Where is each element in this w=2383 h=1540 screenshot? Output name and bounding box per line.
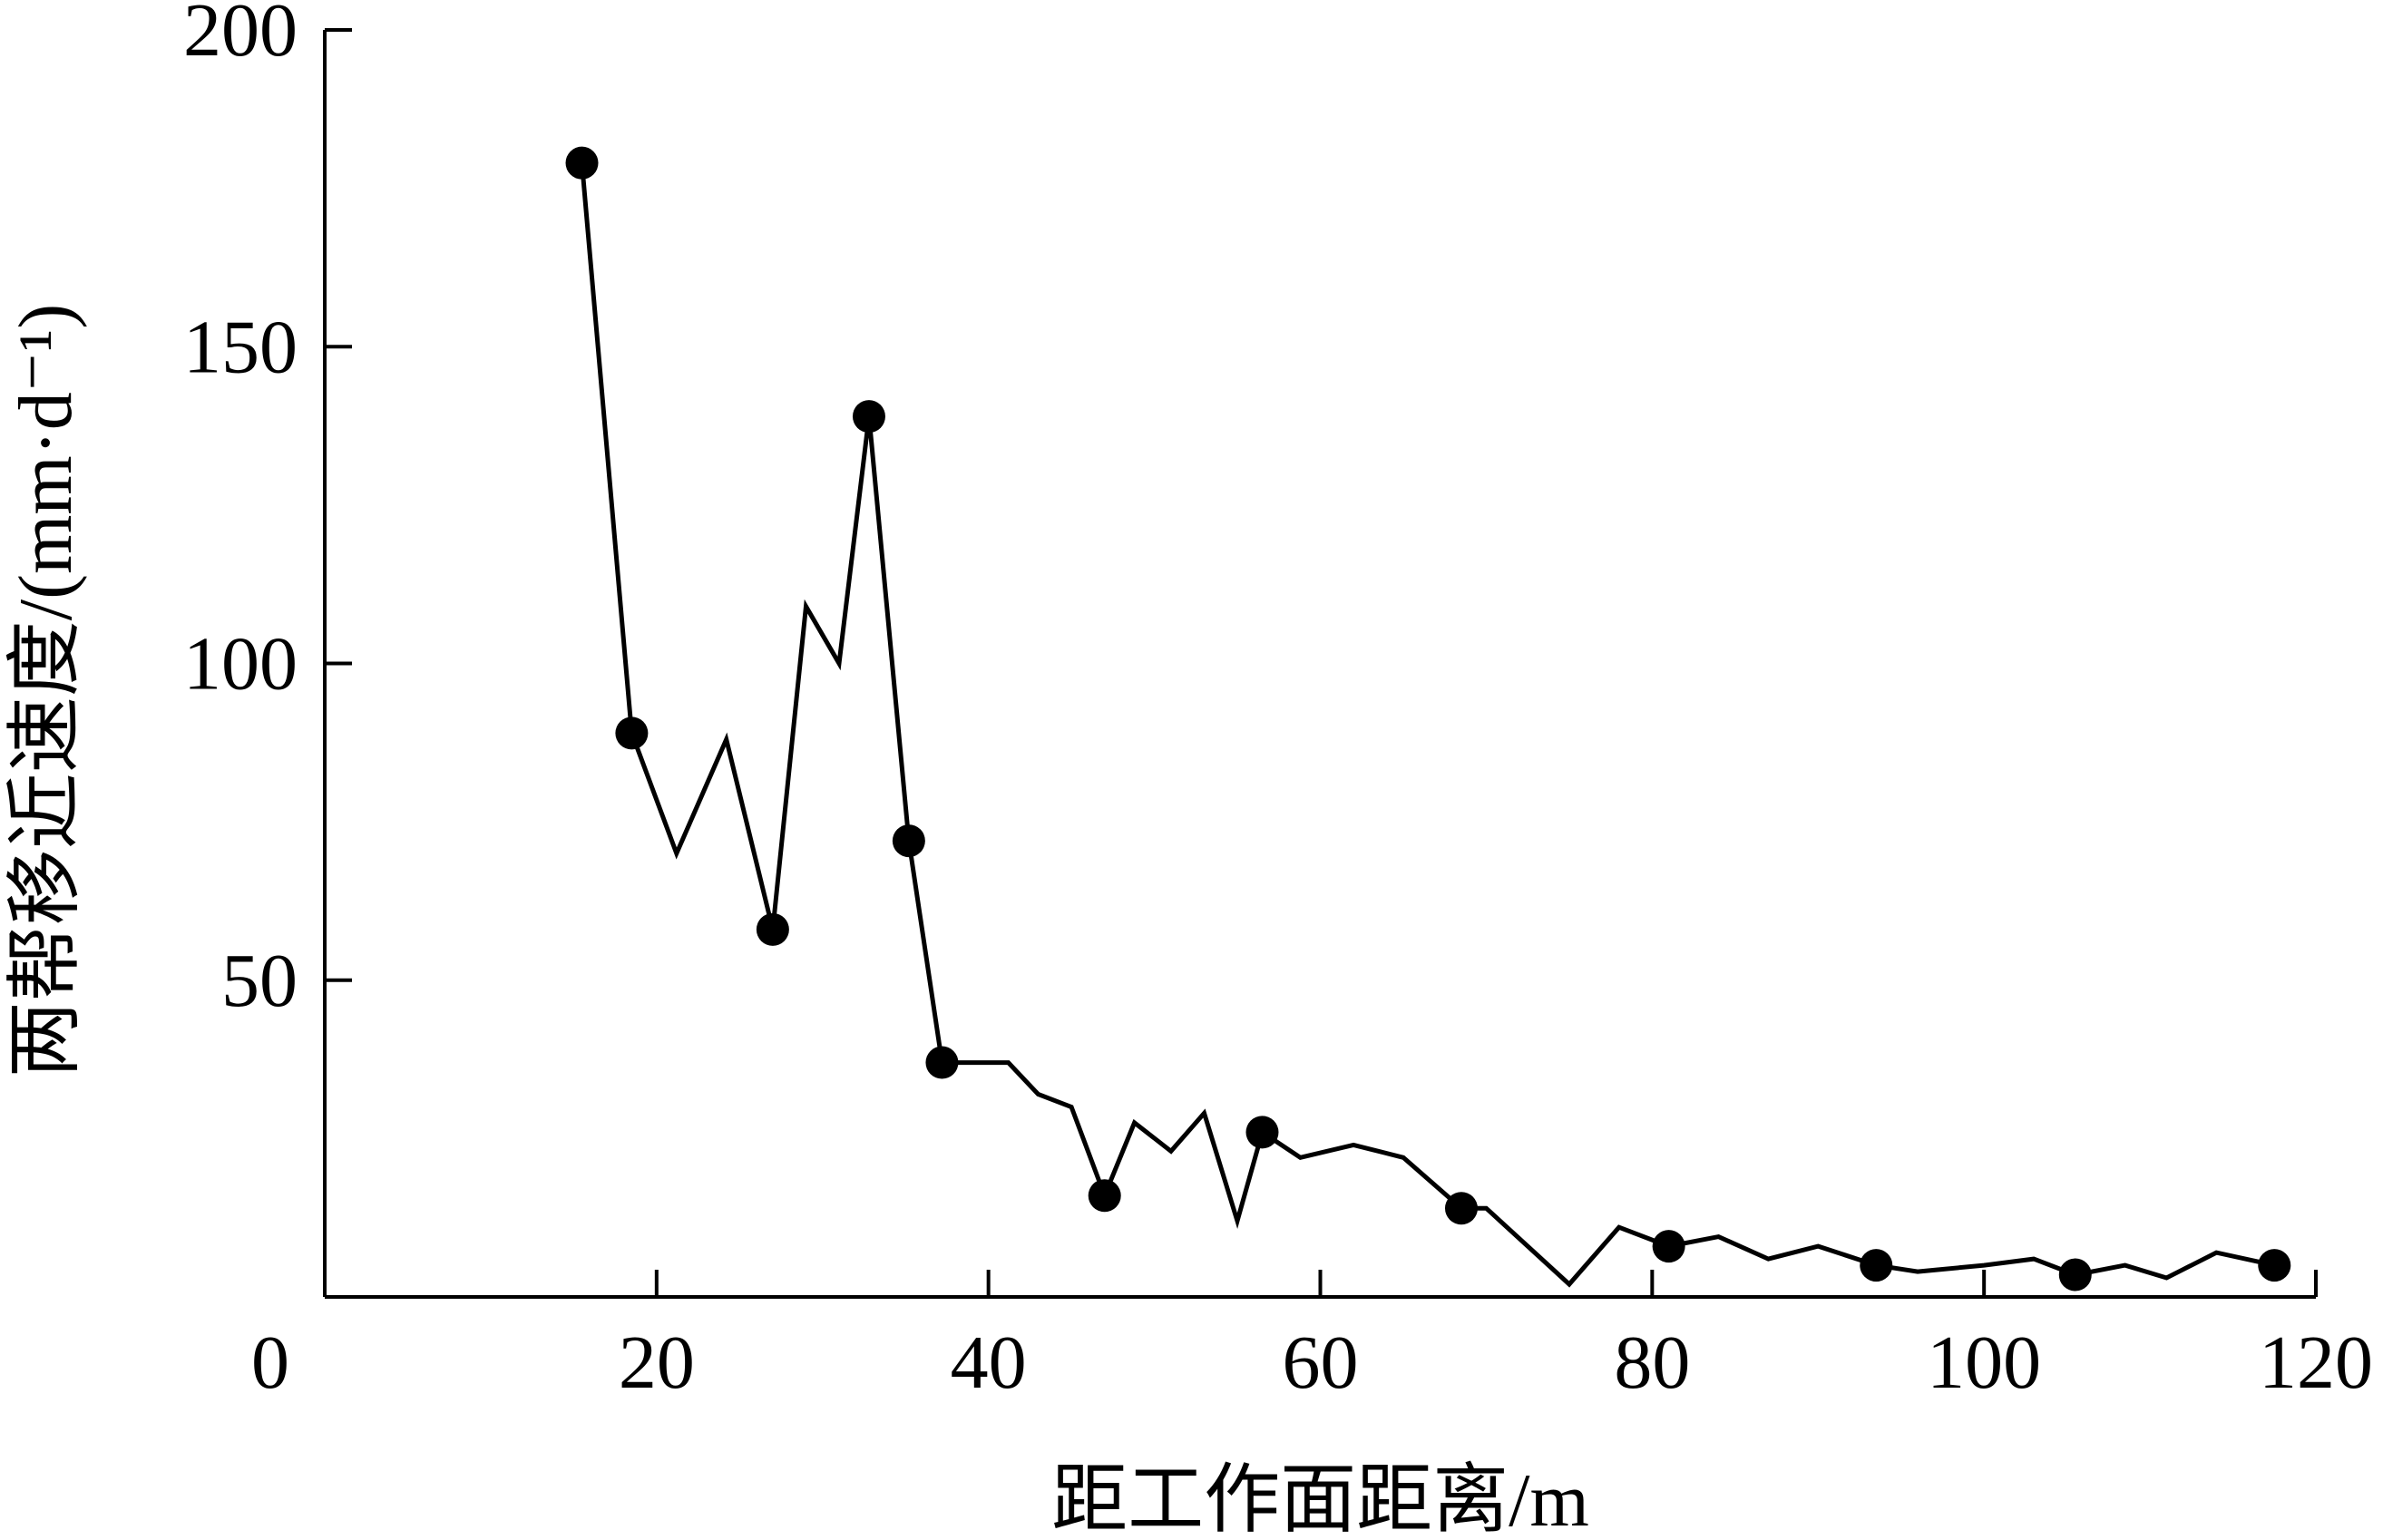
- y-tick-label-150: 150: [183, 305, 298, 389]
- y-axis-title: 两帮移近速度/(mm·d⁻¹): [4, 304, 88, 1077]
- x-tick-label-80: 80: [1614, 1321, 1690, 1405]
- data-point-0: [565, 146, 599, 180]
- data-point-9: [925, 1046, 959, 1079]
- data-point-30: [1860, 1249, 1893, 1282]
- data-point-26: [1652, 1230, 1685, 1263]
- x-axis-title: 距工作面距离/m: [1051, 1458, 1589, 1540]
- data-point-1: [615, 716, 649, 750]
- series: [565, 146, 2291, 1291]
- series-line-0: [580, 162, 2275, 1288]
- data-point-18: [1245, 1116, 1279, 1149]
- y-tick-label-50: 50: [221, 939, 298, 1023]
- ticks: 0 20 40 60 80 100 120 50 100 150 200: [183, 0, 2373, 1405]
- y-tick-label-100: 100: [183, 622, 298, 707]
- y-tick-label-200: 200: [183, 0, 298, 73]
- data-point-8: [892, 824, 925, 858]
- x-tick-label-40: 40: [951, 1321, 1027, 1405]
- data-point-34: [2058, 1258, 2092, 1291]
- origin-tick-label: 0: [251, 1321, 289, 1405]
- data-point-38: [2258, 1249, 2291, 1282]
- data-point-13: [1088, 1179, 1121, 1213]
- x-tick-label-120: 120: [2259, 1321, 2373, 1405]
- x-tick-label-100: 100: [1927, 1321, 2041, 1405]
- data-point-7: [852, 400, 885, 434]
- data-point-4: [756, 912, 789, 946]
- x-tick-label-60: 60: [1283, 1321, 1359, 1405]
- data-point-22: [1444, 1192, 1478, 1225]
- x-tick-label-20: 20: [619, 1321, 695, 1405]
